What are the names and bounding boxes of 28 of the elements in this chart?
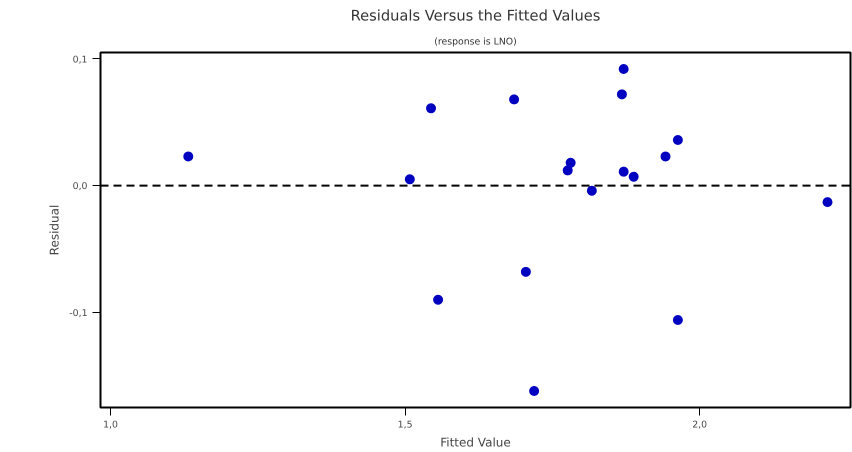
chart-title: Residuals Versus the Fitted Values — [350, 8, 600, 24]
point — [628, 172, 639, 182]
y-tick-label: 0,1 — [72, 54, 88, 66]
point — [183, 151, 194, 162]
x-tick-label: 1,0 — [103, 420, 118, 430]
x-tick-label: 2,0 — [692, 420, 708, 430]
x-axis-title: Fitted Value — [440, 436, 511, 450]
y-axis-title: Residual — [47, 204, 62, 256]
point — [433, 294, 444, 305]
point — [822, 197, 833, 208]
y-tick-label: -0,1 — [69, 308, 88, 319]
point — [618, 166, 629, 177]
point — [618, 64, 629, 74]
point — [509, 94, 520, 104]
point — [426, 103, 436, 114]
point — [616, 89, 627, 100]
point — [672, 134, 683, 145]
point — [586, 186, 597, 196]
y-tick-label: 0,0 — [72, 181, 88, 192]
point — [672, 315, 683, 326]
point — [404, 174, 415, 184]
point — [660, 151, 671, 162]
x-tick-label: 1,5 — [398, 420, 413, 430]
point — [562, 165, 573, 176]
chart-subtitle: (response is LNO) — [434, 36, 517, 48]
point — [566, 158, 576, 168]
point — [520, 266, 531, 277]
point — [529, 386, 540, 396]
